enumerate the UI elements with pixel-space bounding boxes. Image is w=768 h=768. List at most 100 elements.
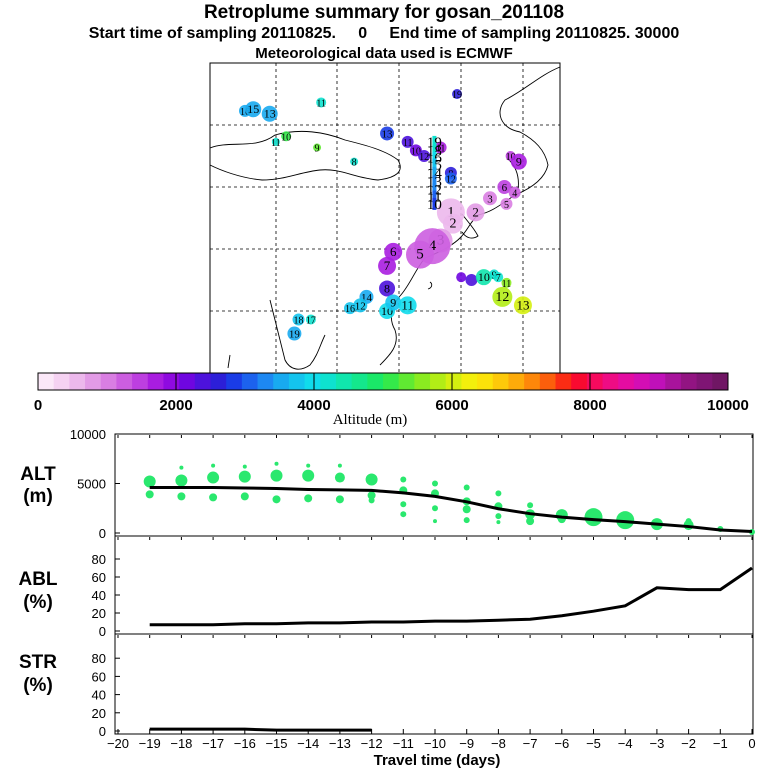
map-plume-day-label: 19 xyxy=(452,90,462,101)
map-plume-day-label: 12 xyxy=(355,300,366,312)
map-plume-day-label: 18 xyxy=(427,143,442,159)
map-plume-day-label: 11 xyxy=(427,190,441,206)
colorbar-cell xyxy=(555,373,572,390)
alt-mean-line xyxy=(149,485,753,534)
ytick-label: 80 xyxy=(92,552,106,567)
alt-scatter-point xyxy=(145,490,154,499)
map-plume-point: 5 xyxy=(406,240,434,269)
map-plume-day-label: 14 xyxy=(361,292,373,304)
map-plume-day-label: 5 xyxy=(504,200,509,211)
colorbar-cell xyxy=(351,373,368,390)
map-plume-day-label: 13 xyxy=(516,297,529,312)
xtick-label: −6 xyxy=(554,736,569,751)
xtick-label: −20 xyxy=(107,736,129,751)
colorbar-cell xyxy=(492,373,509,390)
xtick-label: −13 xyxy=(329,736,351,751)
colorbar-cell xyxy=(398,373,415,390)
map-plume-point xyxy=(465,274,478,286)
map-plume-day-label: 13 xyxy=(264,107,276,121)
map-plume-point: 11 xyxy=(271,137,281,149)
alt-ylabel: ALT xyxy=(20,464,56,485)
map-plume-point: 7 xyxy=(493,272,504,284)
map-plume-day-label: 12 xyxy=(495,290,509,305)
alt-scatter-point xyxy=(238,470,251,483)
map-plume-marker xyxy=(456,272,467,283)
ytick-label: 60 xyxy=(92,570,106,585)
map-plume-point: 18 xyxy=(427,143,442,159)
map-plume-point: 15 xyxy=(245,101,262,118)
alt-scatter-point xyxy=(463,484,470,491)
map-plume-point: 10 xyxy=(475,269,492,286)
map-plume-marker xyxy=(432,144,437,157)
map-plume-day-label: 10 xyxy=(411,146,421,157)
colorbar-cell xyxy=(383,373,400,390)
colorbar-cell xyxy=(116,373,133,390)
colorbar-cell xyxy=(132,373,149,390)
ytick-label: 5000 xyxy=(77,477,106,492)
map-plume-point: 12 xyxy=(492,286,513,307)
xtick-label: −12 xyxy=(361,736,383,751)
sampling-time-line: Start time of sampling 20110825. 0 End t… xyxy=(88,25,680,42)
map-plume-point: 12 xyxy=(427,182,442,198)
colorbar-cell xyxy=(85,373,102,390)
map-plume-point: 9 xyxy=(313,143,322,155)
colorbar-cell xyxy=(147,373,164,390)
alt-scatter-point xyxy=(495,490,502,497)
map-plume-marker xyxy=(398,296,417,315)
alt-scatter-point xyxy=(685,518,692,525)
map-plume-day-label: 15 xyxy=(247,102,259,116)
map-plume-day-label: 10 xyxy=(506,152,516,163)
colorbar-cell xyxy=(335,373,353,390)
colorbar-cell xyxy=(53,373,70,390)
map-frame xyxy=(209,62,561,374)
colorbar-cell xyxy=(586,373,604,390)
met-data-line: Meteorological data used is ECMWF xyxy=(255,45,513,62)
map-plume-marker xyxy=(432,166,437,179)
map-plume-marker xyxy=(292,313,305,326)
map-plume-marker xyxy=(344,302,356,315)
alt-scatter-point xyxy=(495,513,502,520)
alt-scatter-point xyxy=(584,508,603,527)
str-line xyxy=(149,727,372,732)
map-plume-marker xyxy=(380,126,395,141)
map-plume-marker xyxy=(492,286,513,307)
colorbar-cell xyxy=(477,373,494,390)
colorbar-cell xyxy=(696,373,713,390)
map-plume-marker xyxy=(501,277,512,288)
alt-scatter-point xyxy=(462,505,471,514)
xtick-label: −19 xyxy=(139,736,161,751)
map-plume-day-label: 9 xyxy=(315,144,320,155)
retroplume-map: 1615131111109813111011128121096435122345… xyxy=(209,62,561,374)
ytick-label: 20 xyxy=(92,706,106,721)
map-plume-marker xyxy=(432,158,437,171)
colorbar-cell xyxy=(367,373,384,390)
abl-yunit: (%) xyxy=(23,592,53,613)
map-plume-point: 9 xyxy=(510,153,527,170)
map-plume-marker xyxy=(497,180,512,194)
map-plume-day-label: 7 xyxy=(384,258,391,273)
colorbar-cell xyxy=(100,373,117,390)
map-plume-marker xyxy=(434,141,447,154)
map-plume-marker xyxy=(483,191,497,206)
map-plume-day-label: 4 xyxy=(429,238,437,254)
xaxis-label: Travel time (days) xyxy=(374,752,501,768)
map-plume-point: 13 xyxy=(380,126,395,141)
map-plume-day-label: 17 xyxy=(306,315,316,326)
map-plume-marker xyxy=(313,143,322,152)
ytick-label: 0 xyxy=(99,724,106,739)
ytick-label: 60 xyxy=(92,669,106,684)
map-plume-day-label: 7 xyxy=(496,273,501,284)
map-plume-marker xyxy=(281,131,292,142)
ytick-label: 80 xyxy=(92,651,106,666)
colorbar-cell xyxy=(241,373,259,390)
map-plume-marker xyxy=(305,314,316,325)
colorbar-cell xyxy=(618,373,635,390)
map-plume-day-label: 1 xyxy=(447,204,455,220)
map-plume-point: 11 xyxy=(501,277,512,290)
map-plume-day-label: 9 xyxy=(516,155,522,169)
map-plume-day-label: 5 xyxy=(416,247,424,263)
map-plume-point: 2 xyxy=(442,213,463,234)
map-plume-marker xyxy=(432,183,437,196)
map-plume-point: 13 xyxy=(427,174,442,190)
